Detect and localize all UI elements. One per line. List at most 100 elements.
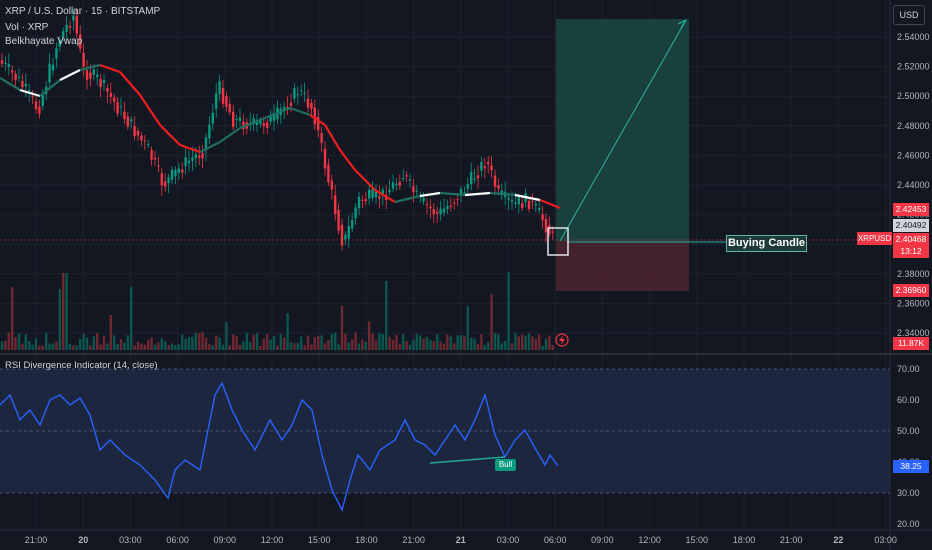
volume-bar (303, 345, 306, 350)
candle-body (517, 197, 520, 205)
price-tick-label: 2.44000 (897, 180, 930, 190)
rsi-value-tag: 38.25 (893, 460, 929, 473)
volume-bar (300, 336, 303, 350)
candle-body (160, 173, 163, 186)
bull-divergence-label: Bull (495, 459, 516, 471)
candle-body (133, 126, 136, 137)
candle-body (96, 74, 99, 77)
volume-bar (38, 345, 41, 350)
volume-bar (368, 321, 371, 350)
candle-body (439, 208, 442, 215)
volume-bar (344, 333, 347, 350)
vwap-indicator-label[interactable]: Belkhayate Vwap (5, 36, 83, 47)
candle-body (337, 209, 340, 231)
volume-indicator-label[interactable]: Vol · XRP (5, 22, 49, 33)
volume-bar (286, 313, 289, 350)
volume-bar (524, 335, 527, 350)
candle-body (123, 111, 126, 120)
candle-body (0, 60, 4, 64)
volume-bar (259, 345, 262, 350)
candle-body (334, 195, 337, 214)
price-tick-label: 2.48000 (897, 121, 930, 131)
volume-bar (201, 332, 204, 350)
time-tick-label: 21 (456, 535, 466, 545)
candle-body (531, 200, 534, 202)
volume-bar (405, 341, 408, 350)
candle-body (68, 26, 72, 28)
price-tick-label: 2.38000 (897, 269, 930, 279)
rsi-title[interactable]: RSI Divergence Indicator (14, close) (5, 360, 158, 371)
vwap-segment (289, 106, 311, 117)
volume-bar (500, 343, 503, 350)
candle-body (470, 171, 473, 185)
volume-bar (497, 334, 500, 350)
volume-bar (425, 337, 429, 350)
volume-bar (14, 337, 17, 350)
volume-bar (269, 339, 272, 350)
candle-body (395, 183, 398, 186)
candle-body (544, 219, 548, 233)
candle-body (24, 84, 27, 87)
currency-button[interactable]: USD (893, 5, 925, 25)
volume-bar (293, 342, 296, 350)
buying-candle-label[interactable]: Buying Candle (726, 235, 807, 252)
volume-bar (174, 345, 177, 350)
vwap-segment (324, 124, 341, 151)
volume-bar (330, 333, 333, 350)
volume-bar (276, 345, 279, 350)
volume-bar (130, 286, 133, 350)
volume-bar (4, 340, 7, 350)
volume-bar (548, 335, 551, 350)
candle-body (157, 165, 160, 167)
candle-body (402, 178, 405, 180)
candle-body (177, 168, 180, 173)
volume-bar (106, 343, 109, 350)
volume-bar (310, 344, 313, 350)
volume-bar (28, 341, 31, 350)
candle-body (507, 197, 510, 200)
candle-body (317, 117, 320, 131)
volume-bar (218, 337, 221, 350)
volume-bar (72, 345, 75, 350)
stop-price-tag: 2.36960 (893, 284, 929, 297)
arrow-head (677, 19, 687, 29)
candle-body (51, 64, 55, 71)
volume-bar (521, 334, 524, 350)
volume-bar (327, 340, 330, 350)
candle-body (300, 90, 303, 92)
candle-body (170, 169, 174, 180)
candle-body (344, 234, 347, 240)
candle-body (72, 15, 75, 21)
candle-body (201, 153, 204, 159)
volume-bar (11, 286, 14, 350)
volume-bar (385, 280, 388, 350)
volume-bar (429, 340, 432, 350)
candle-body (493, 175, 497, 187)
candle-body (320, 132, 323, 143)
vwap-segment (159, 124, 181, 146)
volume-bar (194, 332, 197, 350)
time-tick-label: 09:00 (214, 535, 237, 545)
current-price-tag: 2.40468 (893, 233, 929, 246)
upper-price-tag: 2.42453 (893, 203, 929, 216)
volume-bar (487, 342, 490, 350)
time-tick-label: 21:00 (402, 535, 425, 545)
volume-bar (225, 321, 228, 350)
volume-bar (306, 335, 310, 350)
candle-body (527, 200, 531, 209)
volume-bar (198, 333, 201, 350)
candle-body (340, 224, 344, 246)
volume-bar (323, 343, 327, 350)
candle-body (232, 111, 235, 128)
volume-bar (221, 344, 225, 350)
vwap-segment (139, 94, 161, 126)
candle-body (405, 175, 408, 177)
chart-title[interactable]: XRP / U.S. Dollar · 15 · BITSTAMP (5, 6, 161, 17)
candle-body (228, 103, 231, 113)
volume-bar (133, 345, 136, 350)
candle-body (235, 119, 238, 121)
volume-bar (531, 336, 534, 350)
volume-bar (177, 344, 180, 350)
candle-body (459, 188, 463, 196)
